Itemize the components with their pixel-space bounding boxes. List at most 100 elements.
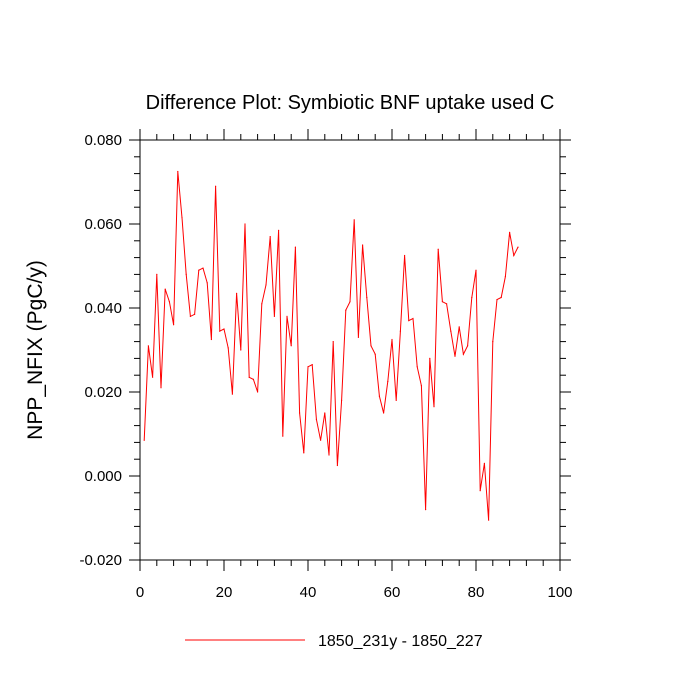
- data-point: [412, 317, 414, 320]
- data-point: [492, 341, 494, 343]
- data-point: [429, 357, 431, 359]
- data-point: [206, 282, 208, 284]
- data-point: [290, 345, 292, 347]
- data-point: [383, 412, 385, 414]
- data-point: [496, 299, 498, 301]
- data-point: [244, 223, 246, 225]
- data-point: [164, 288, 166, 290]
- data-point: [210, 338, 212, 341]
- data-point: [433, 406, 435, 408]
- data-point: [437, 248, 439, 250]
- data-point: [236, 292, 238, 294]
- data-point: [252, 378, 254, 380]
- data-point: [370, 345, 372, 347]
- data-point: [189, 315, 191, 317]
- y-tick-label: 0.080: [84, 132, 122, 149]
- data-point: [273, 315, 275, 317]
- data-point: [198, 269, 200, 271]
- data-point: [286, 315, 288, 317]
- legend-label: 1850_231y - 1850_227: [318, 633, 483, 650]
- data-point: [378, 395, 380, 397]
- data-point: [303, 452, 305, 454]
- y-tick-label: 0.020: [84, 384, 122, 401]
- x-tick-label: 0: [136, 584, 144, 601]
- data-point: [177, 170, 179, 173]
- data-point: [341, 399, 343, 401]
- axis-ticks: [129, 129, 571, 571]
- data-point: [357, 336, 359, 338]
- data-point: [160, 387, 162, 389]
- data-point: [147, 345, 149, 347]
- data-point: [475, 269, 477, 271]
- data-point: [324, 412, 326, 414]
- data-point: [362, 244, 364, 246]
- data-point: [261, 303, 263, 305]
- y-tick-label: -0.020: [79, 552, 122, 569]
- data-point: [450, 330, 452, 332]
- data-point: [320, 439, 322, 441]
- data-point: [479, 490, 481, 492]
- data-point: [307, 366, 309, 368]
- data-point: [282, 435, 284, 437]
- data-point: [215, 185, 217, 187]
- data-point: [462, 353, 464, 355]
- data-point: [517, 246, 519, 248]
- data-point: [416, 366, 418, 368]
- data-point: [500, 296, 502, 299]
- data-point: [483, 462, 485, 464]
- data-point: [299, 412, 301, 414]
- data-point: [513, 254, 515, 257]
- data-point: [446, 303, 448, 305]
- data-point: [458, 326, 460, 328]
- data-point: [294, 246, 296, 248]
- x-tick-label: 80: [468, 584, 485, 601]
- data-point: [328, 454, 330, 456]
- data-point: [257, 391, 259, 393]
- data-point: [269, 236, 271, 238]
- y-tick-label: 0.040: [84, 300, 122, 317]
- y-axis-label: NPP_NFIX (PgC/y): [24, 260, 47, 440]
- y-tick-label: 0.000: [84, 468, 122, 485]
- data-point: [143, 439, 145, 441]
- series-group: [143, 170, 519, 521]
- data-point: [467, 345, 469, 347]
- y-tick-label: 0.060: [84, 216, 122, 233]
- data-point: [454, 355, 456, 357]
- data-point: [332, 341, 334, 343]
- data-point: [173, 324, 175, 326]
- data-point: [399, 330, 401, 332]
- data-point: [265, 284, 267, 286]
- data-point: [168, 301, 170, 303]
- data-point: [387, 380, 389, 383]
- data-point: [231, 393, 233, 395]
- data-point: [395, 399, 397, 401]
- data-point: [311, 364, 313, 366]
- data-point: [504, 275, 506, 278]
- data-point: [152, 376, 154, 378]
- x-tick-label: 100: [547, 584, 572, 601]
- data-point: [240, 349, 242, 351]
- data-point: [248, 376, 250, 378]
- data-point: [509, 231, 511, 233]
- axis-tick-labels: 0 20 40 60 80 100 -0.020 0.000 0.020 0.040 0.060 0.…: [79, 132, 572, 601]
- chart-title: Difference Plot: Symbiotic BNF uptake us…: [146, 92, 555, 114]
- data-point: [315, 418, 317, 420]
- plot-frame: [139, 139, 561, 561]
- data-point: [408, 320, 410, 322]
- data-point: [425, 509, 427, 511]
- data-point: [194, 313, 196, 315]
- data-point: [391, 338, 393, 341]
- x-tick-label: 60: [384, 584, 401, 601]
- data-point: [223, 328, 225, 330]
- data-point: [156, 273, 158, 275]
- data-point: [181, 217, 183, 219]
- data-point: [366, 296, 368, 299]
- data-point: [374, 353, 376, 355]
- x-tick-label: 20: [216, 584, 233, 601]
- data-point: [349, 301, 351, 303]
- data-point: [185, 273, 187, 275]
- data-point: [345, 309, 347, 311]
- data-point: [353, 219, 355, 221]
- data-point: [336, 464, 338, 467]
